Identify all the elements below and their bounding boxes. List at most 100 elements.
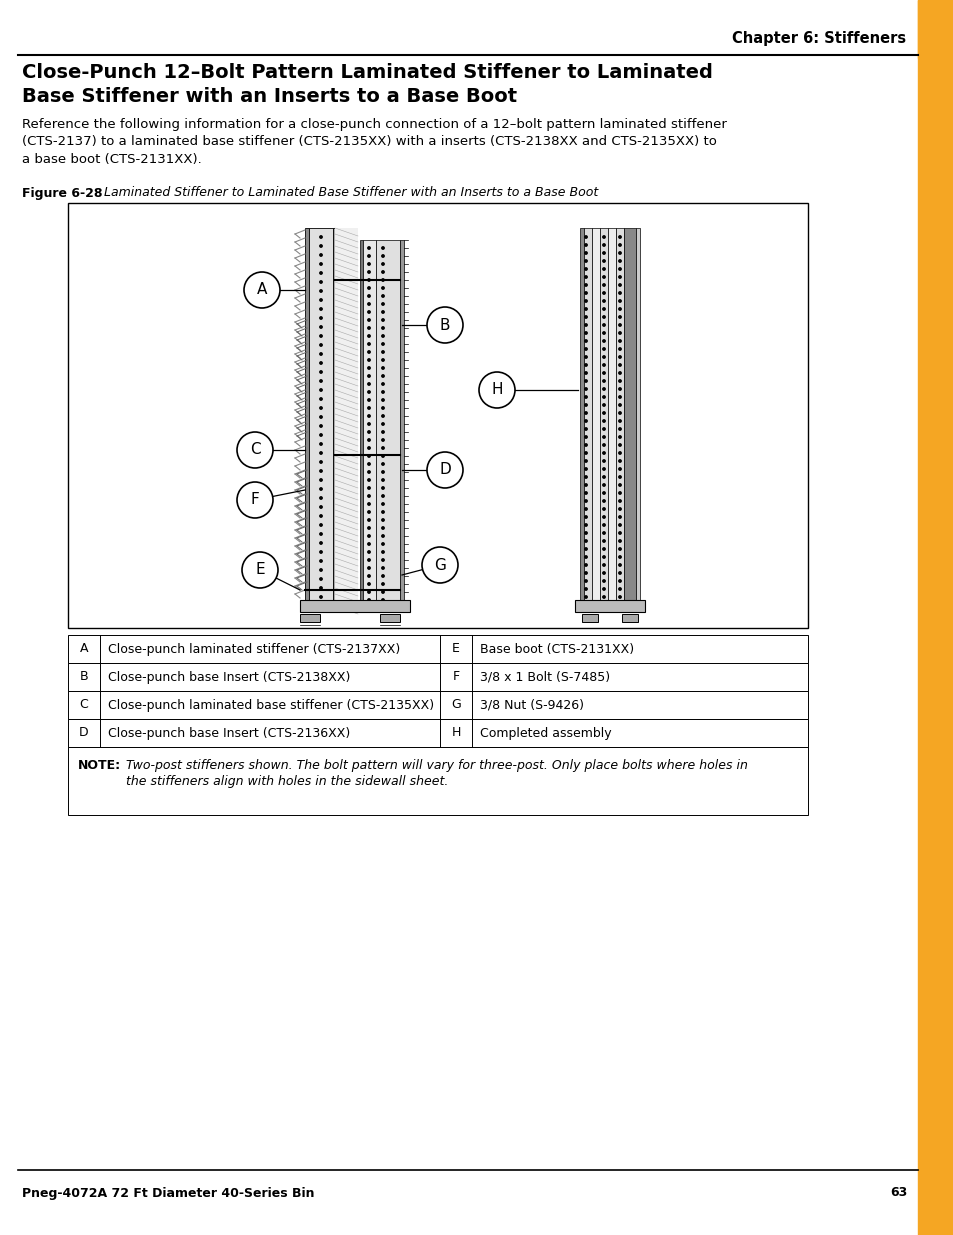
Bar [68,719,807,747]
Circle shape [618,508,620,510]
Circle shape [368,535,370,537]
Circle shape [381,503,384,505]
Circle shape [319,443,322,445]
Circle shape [618,252,620,254]
Bar [299,600,410,613]
Circle shape [584,300,587,303]
Bar [68,692,807,719]
Circle shape [618,548,620,551]
Text: Base Stiffener with an Inserts to a Base Boot: Base Stiffener with an Inserts to a Base… [22,88,517,106]
Circle shape [319,488,322,490]
Circle shape [368,574,370,577]
Circle shape [618,540,620,542]
Circle shape [584,436,587,438]
Circle shape [368,254,370,257]
Circle shape [319,559,322,562]
Bar [68,203,807,629]
Circle shape [618,340,620,342]
Circle shape [618,308,620,310]
Circle shape [618,364,620,367]
Circle shape [584,372,587,374]
Circle shape [618,380,620,382]
Circle shape [319,343,322,346]
Circle shape [602,356,604,358]
Circle shape [618,556,620,558]
Circle shape [319,569,322,572]
Circle shape [368,599,370,601]
Circle shape [584,579,587,582]
Circle shape [381,535,384,537]
Text: Reference the following information for a close-punch connection of a 12–bolt pa: Reference the following information for … [22,119,726,165]
Circle shape [618,443,620,446]
Circle shape [584,443,587,446]
Circle shape [319,515,322,517]
Circle shape [602,540,604,542]
Circle shape [381,487,384,489]
Circle shape [319,362,322,364]
Text: Chapter 6: Stiffeners: Chapter 6: Stiffeners [731,31,905,46]
Circle shape [584,548,587,551]
Circle shape [602,395,604,398]
Text: Close-Punch 12–Bolt Pattern Laminated Stiffener to Laminated: Close-Punch 12–Bolt Pattern Laminated St… [22,63,712,82]
Circle shape [602,316,604,319]
Circle shape [618,324,620,326]
Circle shape [381,495,384,498]
Circle shape [381,574,384,577]
Circle shape [381,351,384,353]
Circle shape [368,503,370,505]
Circle shape [381,479,384,482]
Circle shape [602,388,604,390]
Text: Close-punch laminated base stiffener (CTS-2135XX): Close-punch laminated base stiffener (CT… [108,699,434,711]
Bar [616,228,623,606]
Circle shape [381,519,384,521]
Circle shape [584,380,587,382]
Circle shape [368,351,370,353]
Circle shape [584,468,587,471]
Circle shape [618,420,620,422]
Circle shape [618,243,620,246]
Circle shape [618,492,620,494]
Text: H: H [491,383,502,398]
Circle shape [319,425,322,427]
Circle shape [602,492,604,494]
Circle shape [381,359,384,361]
Circle shape [368,287,370,289]
Circle shape [244,272,280,308]
Bar [359,240,363,606]
Circle shape [381,599,384,601]
Circle shape [368,270,370,273]
Circle shape [319,452,322,454]
Circle shape [368,447,370,450]
Circle shape [584,348,587,351]
Circle shape [602,475,604,478]
Circle shape [319,272,322,274]
Circle shape [319,433,322,436]
Circle shape [618,468,620,471]
Circle shape [618,436,620,438]
Text: Two-post stiffeners shown. The bolt pattern will vary for three-post. Only place: Two-post stiffeners shown. The bolt patt… [126,760,747,772]
Circle shape [319,353,322,356]
Text: Figure 6-28: Figure 6-28 [22,186,102,200]
Circle shape [602,548,604,551]
Circle shape [381,551,384,553]
Circle shape [368,247,370,249]
Bar [599,228,607,606]
Circle shape [368,495,370,498]
Circle shape [618,356,620,358]
Circle shape [584,532,587,535]
Text: D: D [79,726,89,740]
Circle shape [584,524,587,526]
Circle shape [602,564,604,566]
Circle shape [618,459,620,462]
Text: E: E [254,562,265,578]
Circle shape [584,492,587,494]
Circle shape [602,468,604,471]
Circle shape [381,319,384,321]
Circle shape [618,388,620,390]
Circle shape [319,380,322,382]
Circle shape [368,311,370,314]
Circle shape [618,275,620,278]
Circle shape [368,295,370,298]
Circle shape [368,431,370,433]
Bar [379,614,399,622]
